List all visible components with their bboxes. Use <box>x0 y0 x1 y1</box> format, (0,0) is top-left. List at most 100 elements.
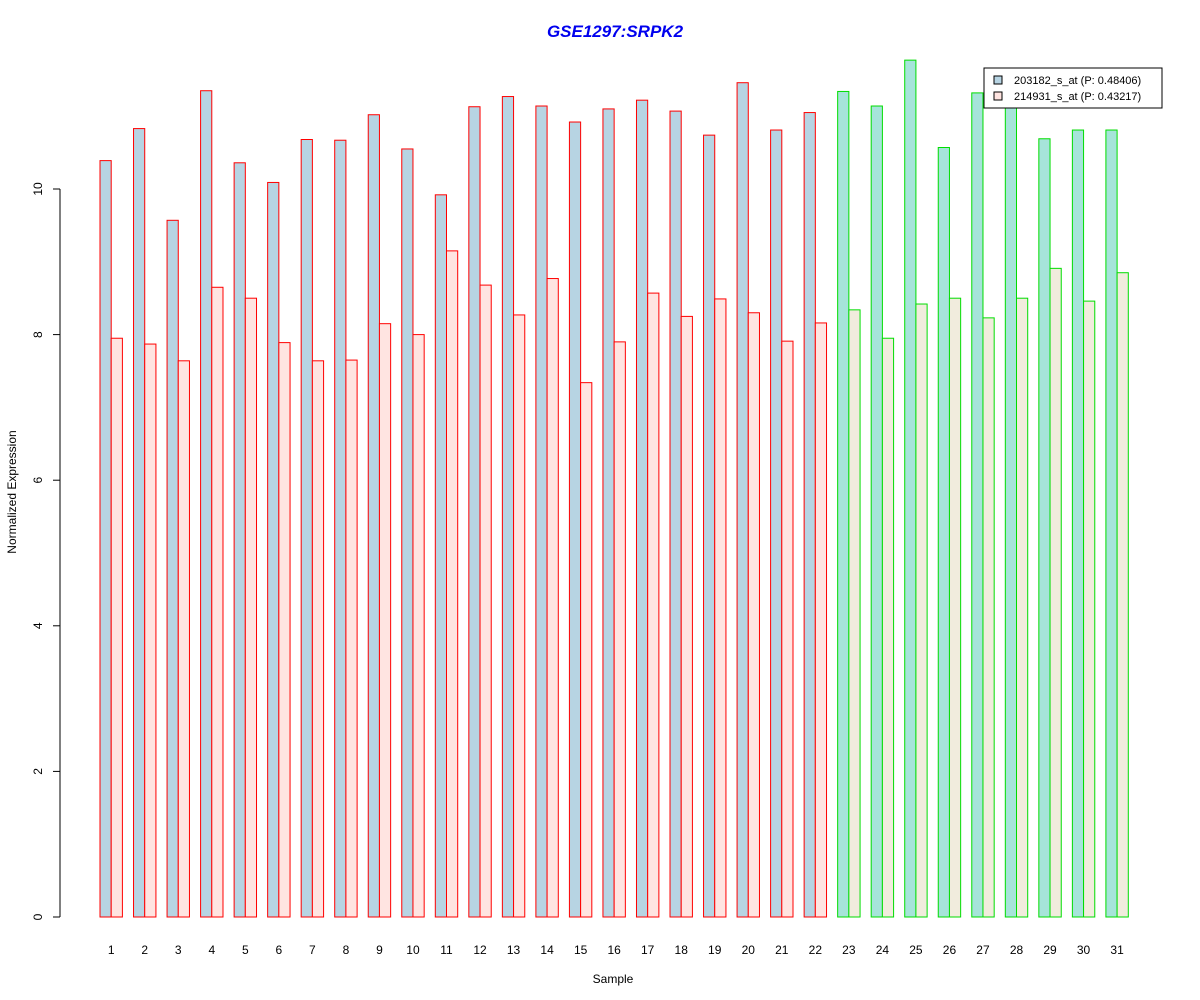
bar-series-2-sample-13 <box>513 314 526 918</box>
bar-series-2-sample-16 <box>613 341 626 918</box>
bar-series-2-sample-21 <box>781 340 794 918</box>
y-axis: 0 2 4 6 8 10 <box>31 182 61 920</box>
bar-series-2-sample-24 <box>881 337 895 918</box>
bar-series-2-sample-3 <box>177 360 190 918</box>
x-tick-label: 4 <box>208 943 215 957</box>
bar-series-2-sample-2 <box>144 343 157 918</box>
x-tick-label: 20 <box>742 943 756 957</box>
x-tick-label: 31 <box>1110 943 1124 957</box>
legend-swatch-series-1 <box>993 75 1003 85</box>
bar-series-1-sample-17 <box>635 99 649 918</box>
legend: 203182_s_at (P: 0.48406) 214931_s_at (P:… <box>983 67 1163 109</box>
bar-series-2-sample-22 <box>814 322 828 918</box>
bar-series-1-sample-23 <box>837 90 850 918</box>
x-tick-label: 25 <box>909 943 923 957</box>
y-tick-label: 6 <box>31 477 45 484</box>
y-tick-label: 0 <box>31 913 45 920</box>
bar-series-1-sample-21 <box>770 129 783 918</box>
x-tick-label: 9 <box>376 943 383 957</box>
bar-series-1-sample-10 <box>401 148 414 918</box>
y-axis-label: Normalized Expression <box>5 430 19 553</box>
bar-series-2-sample-26 <box>948 297 962 918</box>
x-tick-label: 22 <box>809 943 823 957</box>
y-tick-label: 4 <box>31 622 45 629</box>
legend-label-series-1: 203182_s_at (P: 0.48406) <box>1014 75 1141 87</box>
bar-series-2-sample-5 <box>244 297 258 918</box>
x-tick-label: 5 <box>242 943 249 957</box>
legend-box <box>983 67 1163 109</box>
bar-series-1-sample-31 <box>1105 129 1118 918</box>
bar-series-1-sample-30 <box>1071 129 1085 918</box>
x-tick-label: 15 <box>574 943 588 957</box>
bar-series-1-sample-16 <box>602 108 615 918</box>
x-tick-label: 13 <box>507 943 521 957</box>
legend-label-series-2: 214931_s_at (P: 0.43217) <box>1014 91 1141 103</box>
bar-series-2-sample-28 <box>1016 297 1029 918</box>
bar-series-1-sample-27 <box>971 92 984 918</box>
bar-series-1-sample-25 <box>904 59 917 918</box>
bar-series-2-sample-25 <box>915 303 928 918</box>
x-tick-label: 10 <box>406 943 420 957</box>
x-tick-label: 28 <box>1010 943 1024 957</box>
x-tick-label: 17 <box>641 943 655 957</box>
legend-swatch-series-2 <box>993 91 1003 101</box>
bar-series-2-sample-7 <box>311 360 325 918</box>
bar-series-1-sample-18 <box>669 110 682 918</box>
bar-series-2-sample-20 <box>747 312 760 918</box>
bar-series-1-sample-2 <box>133 128 146 918</box>
bar-series-1-sample-22 <box>803 112 816 918</box>
bar-series-2-sample-6 <box>278 342 291 918</box>
x-axis: 1 2 3 4 5 6 7 8 9 10 11 12 13 14 15 16 17 18 19 20 21 22 23 24 2… <box>108 943 1124 957</box>
x-tick-label: 21 <box>775 943 789 957</box>
bar-series-2-sample-27 <box>982 317 995 918</box>
x-tick-label: 14 <box>540 943 554 957</box>
bar-series-2-sample-11 <box>446 250 459 918</box>
bar-series-2-sample-12 <box>479 284 492 918</box>
x-tick-label: 27 <box>976 943 990 957</box>
bar-series-1-sample-1 <box>99 160 112 918</box>
bar-series-2-sample-29 <box>1049 267 1062 918</box>
bar-series-1-sample-11 <box>434 194 447 918</box>
x-tick-label: 29 <box>1043 943 1057 957</box>
x-tick-label: 23 <box>842 943 856 957</box>
x-tick-label: 7 <box>309 943 316 957</box>
bar-series-2-sample-10 <box>412 334 425 918</box>
bar-series-1-sample-24 <box>870 105 883 918</box>
bar-series-1-sample-28 <box>1004 105 1018 918</box>
bar-series-2-sample-15 <box>580 382 593 918</box>
bar-series-2-sample-23 <box>848 309 861 918</box>
bar-series-2-sample-8 <box>345 359 358 918</box>
y-tick-label: 10 <box>31 182 45 196</box>
x-axis-label: Sample <box>593 972 634 986</box>
bar-series-2-sample-14 <box>546 278 559 918</box>
bar-series-1-sample-14 <box>535 105 548 918</box>
bar-series-1-sample-19 <box>703 134 716 918</box>
bar-series-1-sample-6 <box>267 181 280 918</box>
chart-title: GSE1297:SRPK2 <box>547 22 684 41</box>
x-tick-label: 12 <box>473 943 487 957</box>
x-tick-label: 16 <box>607 943 621 957</box>
bar-series-2-sample-18 <box>680 315 693 918</box>
y-tick-label: 2 <box>31 768 45 775</box>
bar-series-1-sample-12 <box>468 106 481 918</box>
bar-series-1-sample-15 <box>568 121 582 918</box>
x-tick-label: 6 <box>276 943 283 957</box>
x-tick-label: 11 <box>440 943 453 957</box>
x-tick-label: 8 <box>343 943 350 957</box>
bar-series-1-sample-20 <box>736 82 749 918</box>
x-tick-label: 2 <box>141 943 148 957</box>
bar-series-1-sample-5 <box>233 162 246 918</box>
x-tick-label: 3 <box>175 943 182 957</box>
bar-series-1-sample-9 <box>367 114 380 918</box>
bars-layer <box>99 59 1129 918</box>
y-tick-label: 8 <box>31 331 45 338</box>
bar-series-2-sample-31 <box>1116 272 1129 918</box>
bar-series-1-sample-3 <box>166 219 179 918</box>
bar-series-1-sample-26 <box>937 147 950 918</box>
bar-series-1-sample-7 <box>300 139 313 918</box>
x-tick-label: 26 <box>943 943 957 957</box>
bar-series-2-sample-1 <box>110 337 123 918</box>
bar-series-1-sample-8 <box>334 139 347 918</box>
bar-series-2-sample-30 <box>1083 300 1096 918</box>
